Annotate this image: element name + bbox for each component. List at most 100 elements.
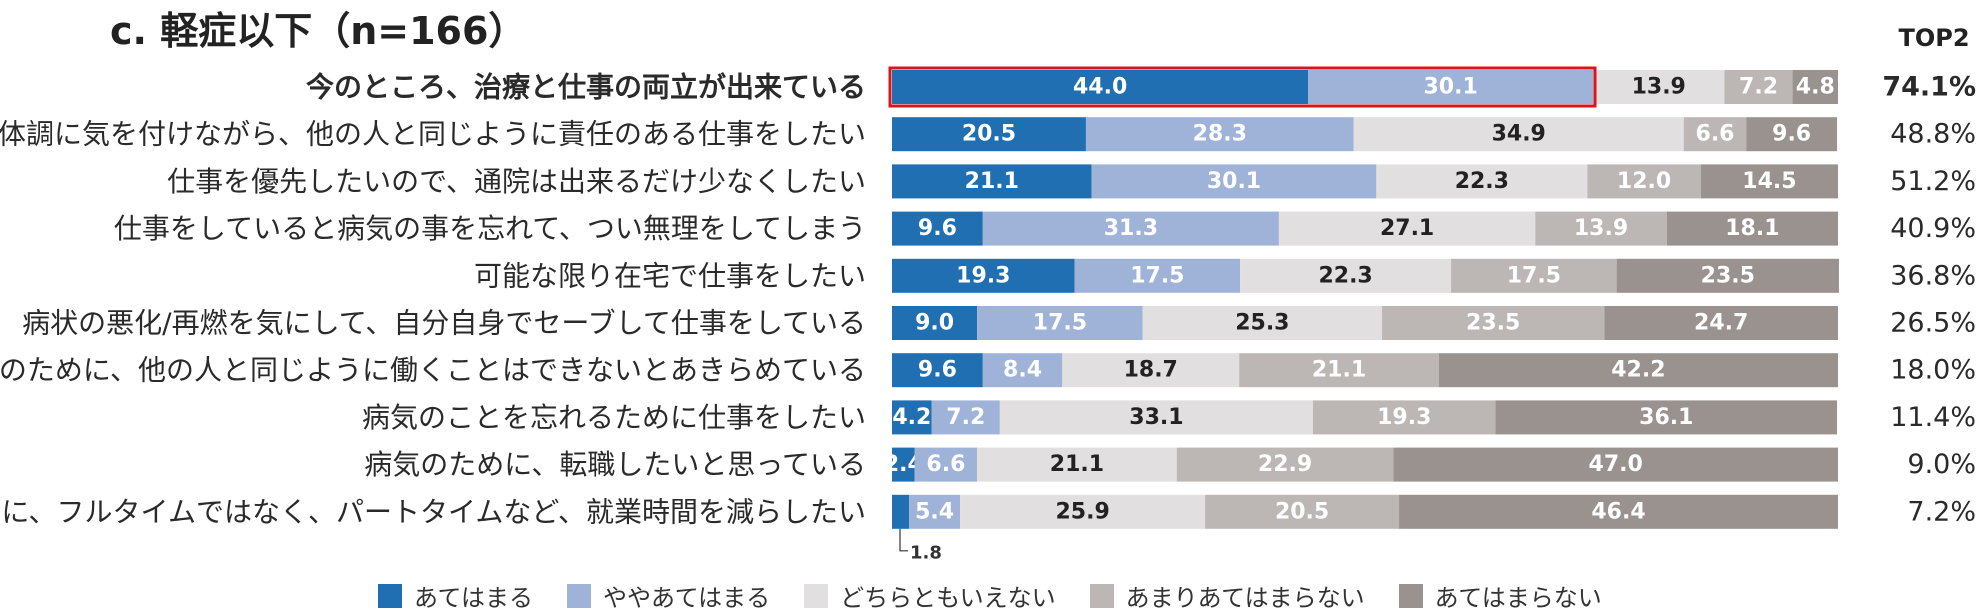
data-label: 30.1 bbox=[1423, 75, 1477, 100]
bar-segment bbox=[909, 494, 961, 529]
bar-segment bbox=[892, 306, 978, 340]
data-label: 19.3 bbox=[956, 263, 1010, 288]
data-label: 17.5 bbox=[1507, 263, 1561, 288]
bar-segment bbox=[931, 400, 1000, 435]
top2-header: TOP2 bbox=[1898, 24, 1970, 52]
data-label: 31.3 bbox=[1104, 216, 1158, 241]
bar-segment bbox=[892, 353, 983, 388]
bar-segment bbox=[1451, 258, 1617, 293]
legend-swatch bbox=[1089, 583, 1114, 608]
top2-value: 26.5% bbox=[1890, 308, 1976, 339]
row-label: 病状の悪化/再燃を気にして、自分自身でセーブして仕事をしている bbox=[22, 307, 866, 340]
bar-segment bbox=[892, 447, 915, 482]
data-label: 12.0 bbox=[1617, 169, 1671, 194]
bar-segment bbox=[1666, 211, 1838, 246]
bar-segment bbox=[999, 400, 1313, 435]
row-label: 病気のために、フルタイムではなく、パートタイムなど、就業時間を減らしたい bbox=[0, 495, 866, 528]
top2-value: 18.0% bbox=[1890, 355, 1976, 386]
data-label: 6.6 bbox=[926, 452, 965, 477]
legend-label: ややあてはまる bbox=[603, 584, 771, 612]
bar-segment bbox=[1792, 70, 1838, 104]
bar-segment bbox=[1062, 353, 1240, 388]
data-label: 47.0 bbox=[1589, 452, 1643, 477]
chart-title: c. 軽症以下（n=166） bbox=[110, 9, 527, 53]
data-label: 23.5 bbox=[1701, 263, 1755, 288]
highlight-box bbox=[888, 66, 1597, 108]
top2-value: 36.8% bbox=[1890, 260, 1976, 291]
bar-segment bbox=[977, 447, 1177, 482]
data-label: 20.5 bbox=[962, 122, 1016, 147]
legend-item: あまりあてはまらない bbox=[1089, 578, 1365, 613]
data-label: 20.5 bbox=[1275, 499, 1329, 524]
row-label: 体調に気を付けながら、他の人と同じように責任のある仕事をしたい bbox=[0, 118, 866, 151]
bar-segment bbox=[1393, 447, 1838, 482]
bar-segment bbox=[977, 306, 1143, 340]
data-label: 9.0 bbox=[915, 311, 954, 336]
bar-segment bbox=[892, 258, 1075, 293]
legend-label: あまりあてはまらない bbox=[1125, 584, 1365, 612]
callout-leader bbox=[899, 528, 908, 552]
bar-segment bbox=[1604, 306, 1838, 340]
data-label: 13.9 bbox=[1632, 75, 1686, 100]
bar-segment bbox=[1376, 164, 1588, 199]
bar-segment bbox=[892, 211, 983, 246]
stacked-bar-chart: 今のところ、治療と仕事の両立が出来ている 44.0 30.1 13.9 7.2 4.8 74… bbox=[0, 66, 1976, 563]
legend-swatch bbox=[378, 583, 402, 608]
bar-segment bbox=[1399, 494, 1838, 529]
bar-segment bbox=[1142, 306, 1383, 340]
bar-segment bbox=[1176, 447, 1394, 482]
data-label: 21.1 bbox=[965, 169, 1019, 194]
legend-swatch bbox=[567, 583, 592, 608]
legend-item: あてはまらない bbox=[1398, 578, 1602, 613]
legend-label: あてはまる bbox=[414, 584, 534, 612]
data-label: 4.2 bbox=[892, 405, 931, 430]
bar-segment bbox=[1495, 400, 1838, 435]
data-label: 22.9 bbox=[1258, 452, 1312, 477]
row-label: 可能な限り在宅で仕事をしたい bbox=[474, 259, 866, 292]
bar-segment bbox=[1091, 164, 1377, 199]
bar-segment bbox=[1240, 258, 1452, 293]
data-label: 33.1 bbox=[1129, 405, 1183, 430]
row-label: 仕事をしていると病気の事を忘れて、つい無理をしてしまう bbox=[114, 212, 866, 245]
bar-segment bbox=[1085, 117, 1354, 152]
bar-segment bbox=[1312, 400, 1496, 435]
data-label: 9.6 bbox=[918, 358, 957, 383]
bar-segment bbox=[1746, 117, 1838, 152]
top2-value: 51.2% bbox=[1890, 166, 1976, 197]
data-label: 9.6 bbox=[918, 216, 957, 241]
bar-segment bbox=[1535, 211, 1667, 246]
data-label: 22.3 bbox=[1318, 263, 1372, 288]
data-label: 21.1 bbox=[1312, 358, 1366, 383]
top2-value: 7.2% bbox=[1907, 496, 1976, 527]
legend-label: どちらともいえない bbox=[840, 584, 1056, 612]
legend-item: ややあてはまる bbox=[567, 578, 770, 613]
bar-segment bbox=[892, 70, 1309, 104]
bar-segment bbox=[1438, 353, 1838, 388]
bar-segment bbox=[1308, 70, 1593, 104]
row-label: 病気のために、転職したいと思っている bbox=[364, 448, 866, 481]
bar-segment bbox=[1278, 211, 1536, 246]
bar-segment bbox=[1592, 70, 1725, 104]
bar-segment bbox=[1205, 494, 1400, 529]
bar-segment bbox=[1239, 353, 1439, 388]
data-label: 17.5 bbox=[1130, 263, 1184, 288]
data-label: 22.3 bbox=[1455, 169, 1509, 194]
legend-swatch bbox=[804, 583, 829, 608]
data-label: 30.1 bbox=[1207, 169, 1261, 194]
data-label: 9.6 bbox=[1772, 122, 1811, 147]
data-label: 21.1 bbox=[1050, 452, 1104, 477]
data-label: 17.5 bbox=[1033, 311, 1087, 336]
row-label: 今のところ、治療と仕事の両立が出来ている bbox=[306, 71, 866, 104]
bar-segment bbox=[1700, 164, 1838, 199]
data-label: 25.9 bbox=[1055, 499, 1109, 524]
data-label: 4.8 bbox=[1796, 75, 1835, 100]
bar-segment bbox=[960, 494, 1206, 529]
bar-segment bbox=[1724, 70, 1793, 104]
top2-value: 40.9% bbox=[1890, 213, 1976, 244]
top2-value: 9.0% bbox=[1907, 449, 1976, 480]
data-label: 5.4 bbox=[915, 499, 954, 524]
data-label: 24.7 bbox=[1694, 311, 1748, 336]
data-label: 34.9 bbox=[1492, 122, 1546, 147]
bar-segment bbox=[914, 447, 978, 482]
bar-segment bbox=[892, 164, 1092, 199]
